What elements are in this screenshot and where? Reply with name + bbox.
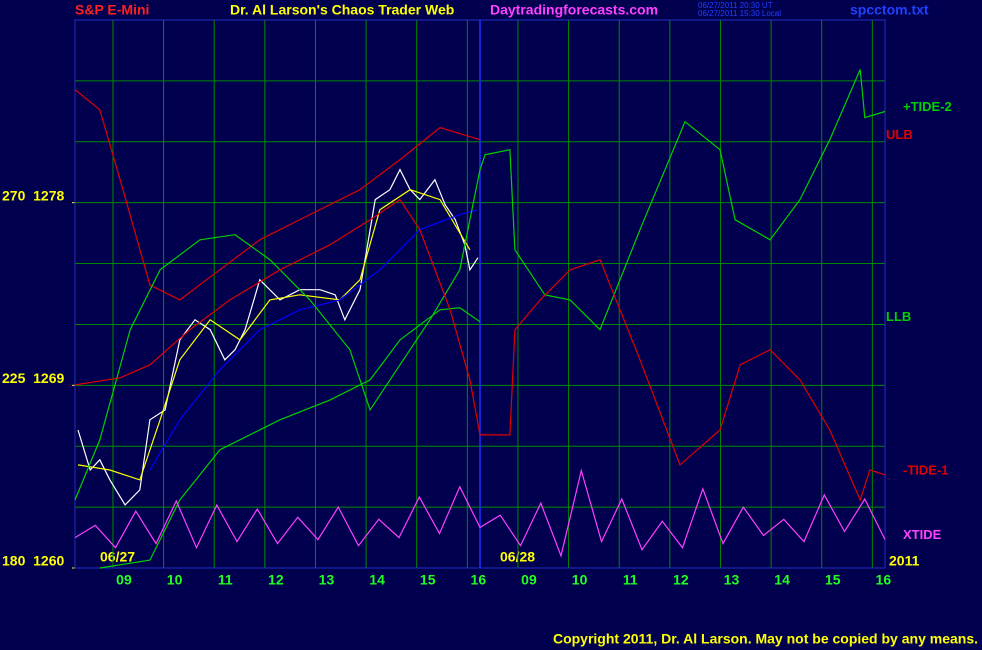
series-line [74, 198, 886, 502]
series-line [77, 189, 471, 481]
x-tick-label: 15 [825, 572, 841, 588]
x-tick-label: 14 [774, 572, 790, 588]
y-tick-label: 180 1260 [2, 553, 64, 569]
x-tick-label: 15 [420, 572, 436, 588]
series-label: -TIDE-1 [903, 462, 949, 477]
x-tick-label: 13 [724, 572, 740, 588]
y-tick-label: 270 1278 [2, 187, 64, 203]
x-tick-label: 09 [116, 572, 132, 588]
series-line [149, 209, 479, 471]
timestamp: 06/27/2011 20:30 UT [698, 1, 773, 10]
x-tick-label: 11 [623, 572, 638, 588]
x-tick-label: 09 [521, 572, 537, 588]
series-label: +TIDE-2 [903, 99, 952, 114]
year-label: 2011 [889, 553, 920, 569]
x-tick-label: 16 [876, 572, 892, 588]
series-label: LLB [886, 309, 911, 324]
copyright: Copyright 2011, Dr. Al Larson. May not b… [553, 631, 978, 647]
x-tick-label: 10 [572, 572, 588, 588]
y-tick-label: 225 1269 [2, 370, 64, 386]
series-line [74, 89, 481, 301]
site: Daytradingforecasts.com [490, 2, 658, 18]
timestamp: 06/27/2011 15:30 Local [698, 9, 781, 18]
date-label: 06/27 [100, 549, 135, 565]
x-tick-label: 10 [167, 572, 183, 588]
series-line [74, 69, 886, 501]
file-name: spcctom.txt [850, 2, 929, 18]
x-tick-label: 13 [319, 572, 335, 588]
series-line [99, 307, 481, 569]
x-tick-label: 16 [471, 572, 487, 588]
series-label: XTIDE [903, 527, 942, 542]
x-tick-label: 12 [673, 572, 689, 588]
chart-title: Dr. Al Larson's Chaos Trader Web [230, 2, 454, 18]
x-tick-label: 11 [218, 572, 233, 588]
x-tick-label: 12 [268, 572, 284, 588]
symbol: S&P E-Mini [75, 2, 149, 18]
series-label: ULB [886, 127, 913, 142]
x-tick-label: 14 [369, 572, 385, 588]
series-line [77, 168, 479, 506]
series-line [74, 468, 886, 558]
